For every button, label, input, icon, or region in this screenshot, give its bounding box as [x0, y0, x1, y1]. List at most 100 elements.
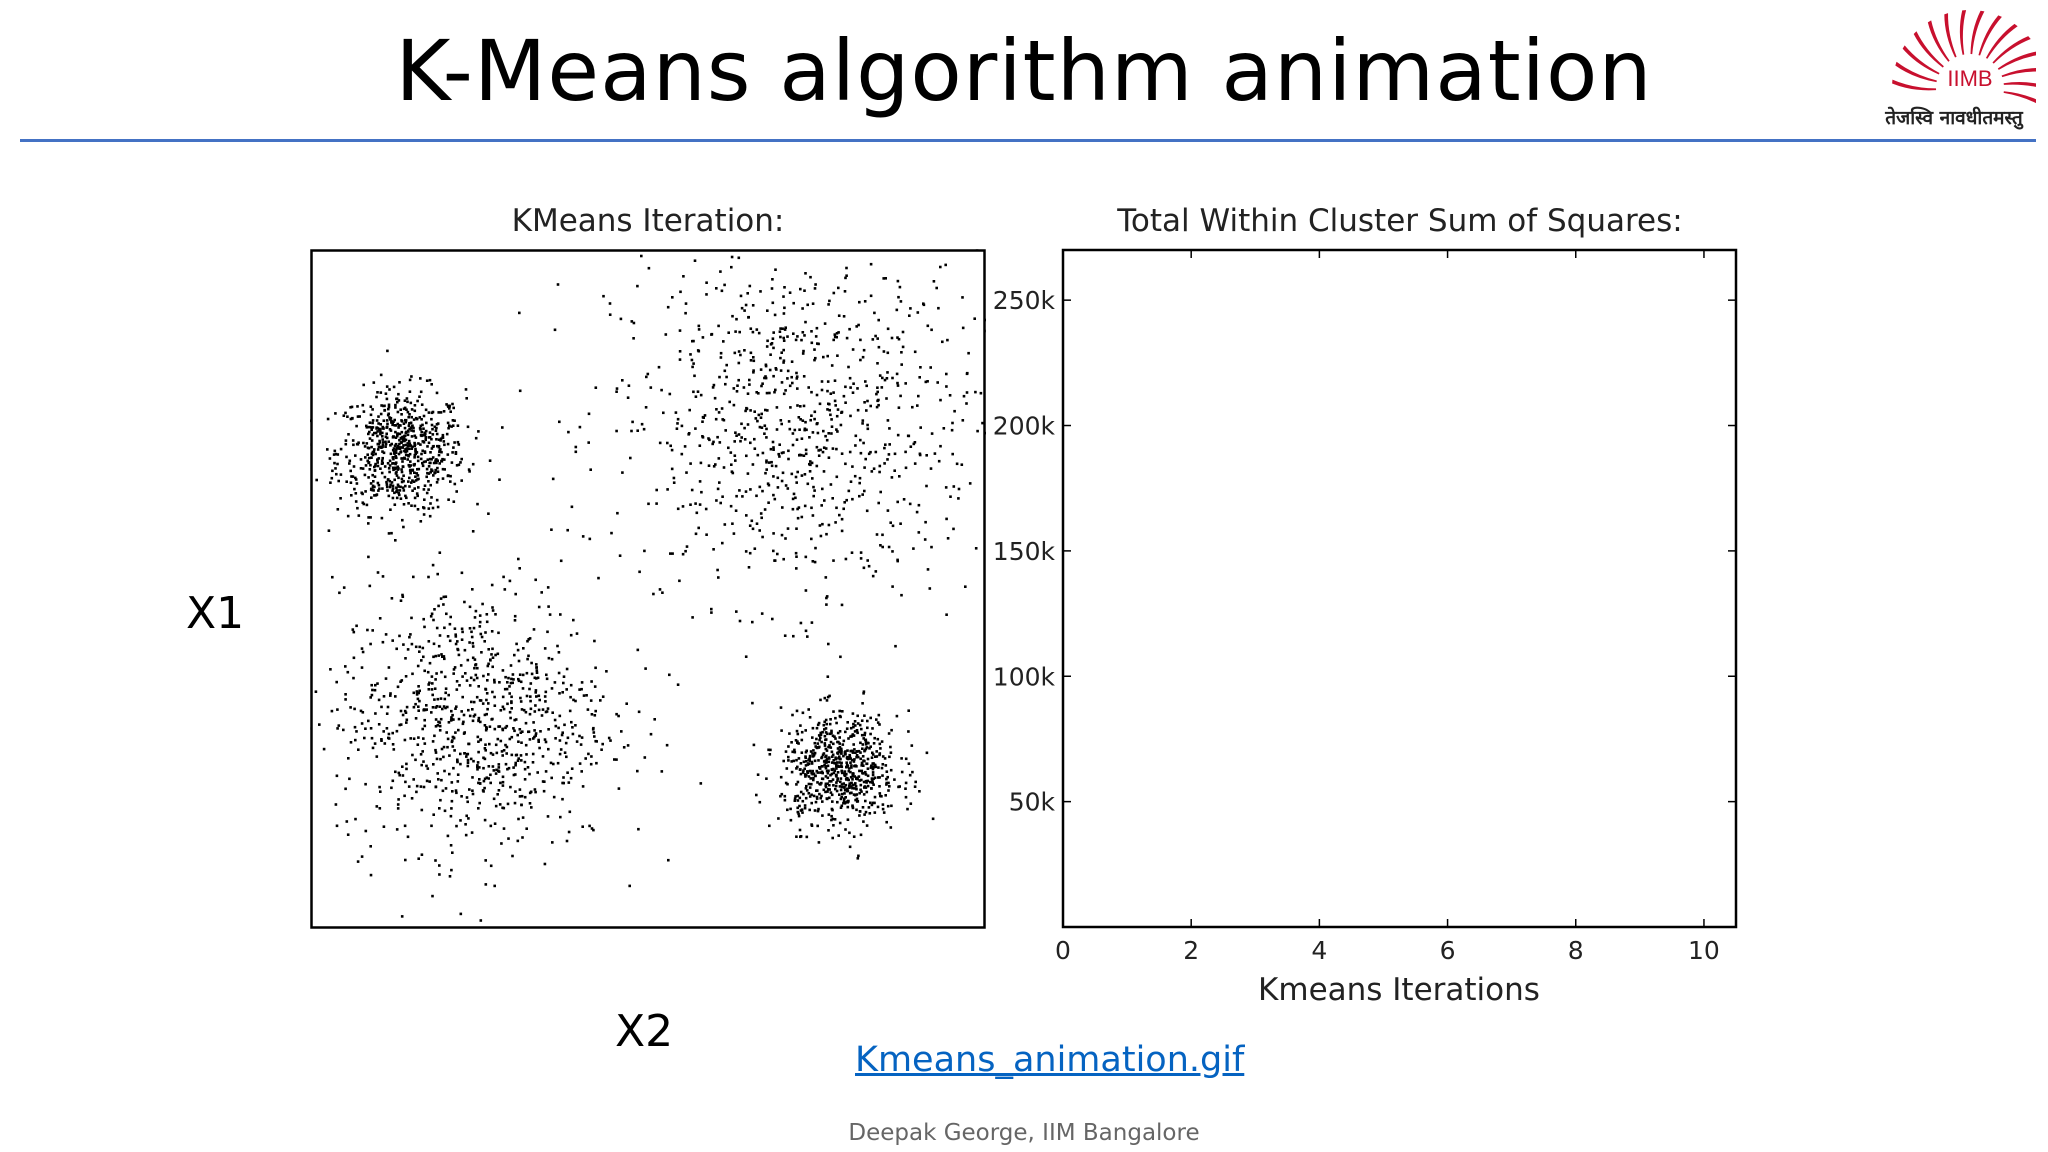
animation-gif-link[interactable]: Kmeans_animation.gif [855, 1040, 1245, 1080]
scatter-point [423, 498, 426, 501]
scatter-point [438, 873, 441, 876]
scatter-point [389, 692, 392, 695]
scatter-point [782, 348, 785, 352]
scatter-point [885, 820, 888, 824]
scatter-point [792, 634, 795, 638]
scatter-point [775, 406, 779, 409]
scatter-point [379, 432, 382, 436]
scatter-point [840, 785, 844, 789]
scatter-point [676, 422, 679, 425]
scatter-point [819, 698, 822, 702]
scatter-point [413, 471, 416, 474]
scatter-point [810, 341, 814, 345]
scatter-point [428, 681, 431, 685]
scatter-point [658, 588, 662, 591]
scatter-point [842, 739, 846, 743]
scatter-point [349, 706, 352, 709]
scatter-point [569, 683, 573, 687]
scatter-point [820, 765, 824, 768]
scatter-point [543, 862, 547, 866]
scatter-point [821, 522, 824, 526]
title-underline [20, 139, 2036, 142]
scatter-point [534, 689, 538, 692]
scatter-point [731, 522, 734, 525]
scatter-point [857, 323, 860, 327]
scatter-point [887, 732, 891, 735]
scatter-point [537, 605, 541, 609]
scatter-point [358, 415, 361, 418]
scatter-point [886, 458, 889, 461]
scatter-point [448, 424, 451, 427]
scatter-point [432, 461, 436, 465]
scatter-point [835, 447, 838, 451]
scatter-point [808, 786, 812, 789]
scatter-point [844, 752, 847, 756]
scatter-point [439, 798, 442, 802]
scatter-point [425, 421, 428, 425]
scatter-point [385, 483, 389, 486]
scatter-point [468, 470, 471, 473]
scatter-point [509, 681, 513, 685]
scatter-point [414, 717, 418, 720]
scatter-point [349, 469, 352, 473]
x-tick-label: 2 [1183, 936, 1199, 965]
scatter-point [463, 600, 466, 604]
scatter-point [719, 270, 722, 273]
scatter-point [883, 757, 887, 760]
scatter-point [894, 644, 897, 648]
scatter-point [411, 753, 414, 757]
scatter-point [774, 464, 778, 468]
scatter-point [400, 413, 403, 416]
scatter-point [895, 714, 899, 718]
scatter-point [839, 806, 843, 809]
scatter-point [382, 695, 386, 698]
scatter-point [427, 507, 431, 510]
scatter-point [701, 420, 704, 423]
scatter-point [749, 488, 752, 491]
scatter-point [392, 420, 395, 423]
scatter-point [435, 438, 438, 441]
scatter-point [823, 499, 826, 502]
scatter-point [534, 790, 537, 794]
scatter-point [373, 448, 376, 451]
scatter-point [434, 859, 437, 862]
scatter-point [445, 432, 449, 436]
scatter-point [776, 476, 780, 480]
scatter-point [670, 467, 674, 471]
scatter-point [329, 481, 332, 484]
scatter-point [676, 417, 680, 421]
scatter-point [512, 773, 516, 777]
scatter-point [849, 775, 853, 779]
scatter-point [890, 728, 893, 732]
scatter-point [435, 481, 439, 484]
scatter-point [410, 504, 413, 507]
scatter-point [845, 727, 849, 730]
scatter-point [655, 488, 658, 492]
scatter-point [605, 670, 608, 673]
scatter-point [423, 450, 427, 453]
scatter-point [512, 678, 515, 681]
scatter-point [371, 419, 375, 422]
scatter-point [851, 348, 855, 351]
scatter-point [432, 642, 436, 646]
scatter-point [842, 799, 846, 803]
scatter-point [505, 752, 508, 755]
scatter-point [561, 797, 564, 801]
scatter-point [471, 792, 475, 796]
scatter-point [664, 333, 668, 336]
scatter-point [784, 781, 788, 785]
scatter-point [429, 461, 432, 465]
scatter-point [384, 445, 387, 448]
scatter-point [802, 769, 805, 772]
scatter-point [401, 465, 405, 468]
scatter-point [788, 427, 792, 431]
scatter-point [819, 534, 823, 538]
scatter-point [869, 294, 873, 298]
scatter-point [795, 375, 799, 378]
scatter-point [483, 777, 487, 781]
scatter-point [748, 551, 752, 555]
scatter-point [385, 385, 389, 388]
scatter-point [802, 349, 805, 353]
scatter-point [421, 464, 425, 468]
scatter-point [856, 714, 859, 718]
